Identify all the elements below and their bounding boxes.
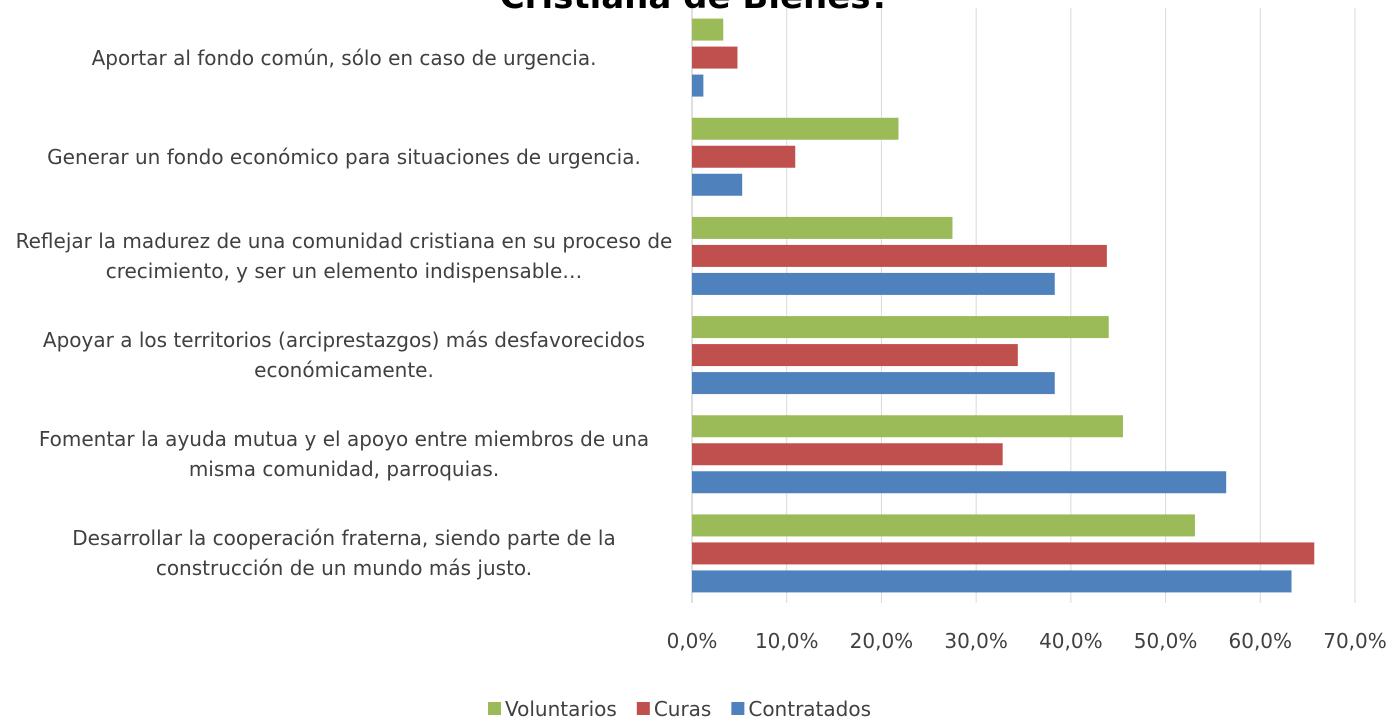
x-tick-label: 20,0% (850, 629, 914, 653)
bar (692, 344, 1018, 367)
y-tick-label: Aportar al fondo común, sólo en caso de … (91, 45, 597, 70)
bar (692, 244, 1107, 267)
y-tick-label: Reflejar la madurez de una comunidad cri… (15, 228, 673, 283)
bar (692, 272, 1055, 295)
y-tick-label: Desarrollar la cooperación fraterna, sie… (72, 526, 616, 581)
bar (692, 173, 743, 196)
legend-label: Curas (654, 697, 712, 720)
x-tick-label: 30,0% (944, 629, 1008, 653)
bar (692, 74, 704, 97)
x-tick-label: 40,0% (1039, 629, 1103, 653)
x-tick-label: 60,0% (1229, 629, 1293, 653)
legend-swatch (488, 702, 501, 715)
legend-label: Voluntarios (505, 697, 617, 720)
bar (692, 443, 1003, 466)
bar (692, 316, 1109, 339)
legend-swatch (636, 702, 650, 715)
x-tick-label: 50,0% (1134, 629, 1198, 653)
bar (692, 415, 1123, 438)
chart-title: Cristiana de Bienes? (500, 0, 891, 17)
bar (692, 18, 724, 41)
y-tick-label: Apoyar a los territorios (arciprestazgos… (42, 328, 646, 382)
x-tick-label: 10,0% (755, 629, 819, 653)
x-tick-label: 70,0% (1323, 629, 1387, 653)
bar (692, 542, 1315, 565)
bar (692, 216, 953, 239)
bar (692, 514, 1195, 537)
bar (692, 145, 796, 168)
bar (692, 570, 1292, 593)
x-tick-label: 0,0% (667, 629, 718, 653)
bar (692, 117, 899, 140)
y-tick-label: Generar un fondo económico para situacio… (47, 144, 641, 169)
bar (692, 372, 1055, 395)
bar (692, 471, 1227, 494)
legend-label: Contratados (748, 697, 871, 720)
legend-swatch (731, 702, 745, 715)
y-tick-label: Fomentar la ayuda mutua y el apoyo entre… (38, 427, 650, 482)
bar (692, 46, 738, 69)
